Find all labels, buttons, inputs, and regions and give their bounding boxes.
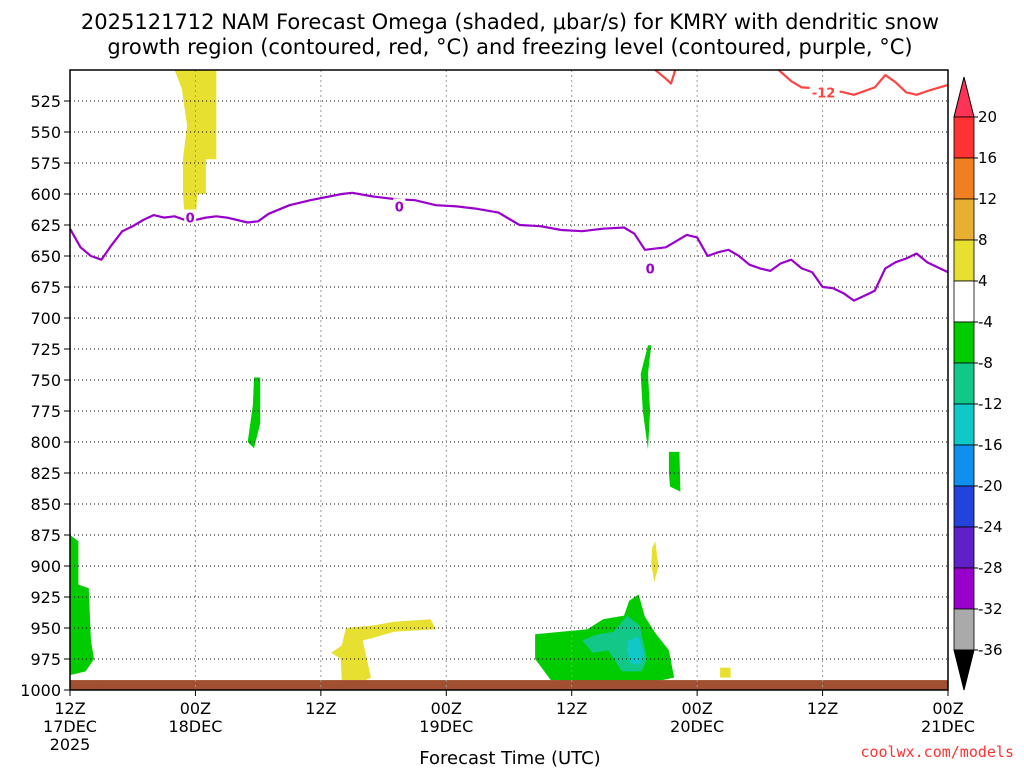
grid-lines bbox=[70, 70, 948, 690]
colorbar-segment bbox=[953, 485, 975, 528]
x-tick-label: 20DEC bbox=[670, 717, 724, 736]
colorbar-segment bbox=[953, 362, 975, 405]
y-axis: 525 550 575 600 625 650 675 700 725 750 775 800 825 8… bbox=[20, 92, 70, 700]
colorbar-tick-label: 20 bbox=[978, 108, 997, 126]
x-tick-label: 12Z bbox=[556, 699, 587, 718]
x-tick-label: 2025 bbox=[50, 735, 91, 754]
dendritic-label-bg bbox=[809, 84, 840, 100]
colorbar-tick-label: 4 bbox=[978, 272, 988, 290]
credit-text: coolwx.com/models bbox=[860, 743, 1014, 761]
x-axis-label: Forecast Time (UTC) bbox=[419, 748, 600, 768]
colorbar-tick-label: -4 bbox=[978, 313, 993, 331]
y-tick-label: 975 bbox=[30, 650, 61, 669]
x-tick-label: 12Z bbox=[54, 699, 85, 718]
freezing-label-bg bbox=[644, 260, 657, 276]
freezing-level-line bbox=[69, 191, 949, 302]
x-tick-label: 19DEC bbox=[419, 717, 473, 736]
dendritic-label: -12 bbox=[812, 86, 836, 101]
y-tick-label: 575 bbox=[30, 154, 61, 173]
omega-region-2 bbox=[640, 345, 652, 450]
colorbar-segment bbox=[953, 239, 975, 282]
chart-title-line2: growth region (contoured, red, °C) and f… bbox=[107, 35, 912, 59]
terrain-rect bbox=[70, 680, 948, 690]
colorbar-segment bbox=[953, 321, 975, 364]
terrain-band bbox=[70, 680, 948, 690]
freezing-label-bg bbox=[184, 209, 197, 225]
omega-shading bbox=[70, 70, 731, 687]
colorbar-tick-label: -32 bbox=[978, 600, 1003, 618]
y-tick-label: 725 bbox=[30, 340, 61, 359]
colorbar-tick-label: 12 bbox=[978, 190, 997, 208]
x-tick-label: 17DEC bbox=[43, 717, 97, 736]
y-tick-label: 1000 bbox=[20, 681, 61, 700]
omega-region-7 bbox=[331, 619, 436, 687]
colorbar: 20 16 12 8 4 -4 -8 -12 -16 -20 -24 -28 -32 -36 bbox=[953, 76, 1003, 691]
contour-lines: 0 0 0 -12 bbox=[69, 69, 949, 302]
x-tick-label: 00Z bbox=[180, 699, 211, 718]
y-tick-label: 675 bbox=[30, 278, 61, 297]
colorbar-segment bbox=[953, 444, 975, 487]
y-tick-label: 550 bbox=[30, 123, 61, 142]
colorbar-tick-label: 8 bbox=[978, 231, 988, 249]
y-tick-label: 700 bbox=[30, 309, 61, 328]
x-tick-label: 21DEC bbox=[921, 717, 975, 736]
x-tick-label: 00Z bbox=[431, 699, 462, 718]
freezing-level-label: 0 bbox=[646, 262, 655, 277]
omega-region-3 bbox=[668, 451, 681, 492]
y-tick-label: 750 bbox=[30, 371, 61, 390]
colorbar-segment bbox=[953, 526, 975, 569]
colorbar-segment bbox=[953, 198, 975, 241]
y-tick-label: 650 bbox=[30, 247, 61, 266]
y-tick-label: 525 bbox=[30, 92, 61, 111]
colorbar-segment bbox=[953, 403, 975, 446]
x-tick-label: 12Z bbox=[807, 699, 838, 718]
x-tick-label: 00Z bbox=[681, 699, 712, 718]
colorbar-tick-label: -16 bbox=[978, 436, 1003, 454]
colorbar-tick-label: -24 bbox=[978, 518, 1003, 536]
omega-region-1 bbox=[247, 377, 261, 449]
freezing-label-bg bbox=[393, 198, 406, 214]
y-tick-label: 900 bbox=[30, 557, 61, 576]
chart-title-line1: 2025121712 NAM Forecast Omega (shaded, μ… bbox=[81, 10, 939, 34]
omega-region-8 bbox=[70, 535, 94, 676]
colorbar-segment bbox=[953, 608, 975, 651]
freezing-level-label: 0 bbox=[186, 212, 195, 227]
colorbar-tick-label: 16 bbox=[978, 149, 997, 167]
colorbar-segment bbox=[953, 157, 975, 200]
freezing-level-label: 0 bbox=[395, 200, 404, 215]
colorbar-bottom-arrow bbox=[953, 649, 975, 691]
y-tick-label: 950 bbox=[30, 619, 61, 638]
colorbar-tick-label: -8 bbox=[978, 354, 993, 372]
dendritic-minus12-small-line bbox=[654, 69, 677, 85]
y-tick-label: 775 bbox=[30, 402, 61, 421]
y-tick-label: 925 bbox=[30, 588, 61, 607]
y-tick-label: 625 bbox=[30, 216, 61, 235]
colorbar-tick-label: -28 bbox=[978, 559, 1003, 577]
colorbar-tick-label: -12 bbox=[978, 395, 1003, 413]
omega-region-11 bbox=[627, 636, 644, 666]
x-tick-label: 12Z bbox=[305, 699, 336, 718]
y-tick-label: 875 bbox=[30, 526, 61, 545]
colorbar-top-arrow bbox=[953, 76, 975, 118]
colorbar-tick-label: -20 bbox=[978, 477, 1003, 495]
y-tick-label: 825 bbox=[30, 464, 61, 483]
colorbar-segment bbox=[953, 567, 975, 610]
x-tick-label: 18DEC bbox=[168, 717, 222, 736]
colorbar-segment bbox=[953, 280, 975, 323]
omega-region-5 bbox=[720, 667, 731, 678]
colorbar-segment bbox=[953, 116, 975, 159]
dendritic-minus12-line bbox=[777, 69, 949, 96]
y-tick-label: 800 bbox=[30, 433, 61, 452]
omega-region-4 bbox=[651, 541, 659, 583]
x-tick-label: 00Z bbox=[932, 699, 963, 718]
y-tick-label: 600 bbox=[30, 185, 61, 204]
colorbar-tick-label: -36 bbox=[978, 641, 1003, 659]
plot-area: 0 0 0 -12 bbox=[69, 69, 949, 691]
y-tick-label: 850 bbox=[30, 495, 61, 514]
